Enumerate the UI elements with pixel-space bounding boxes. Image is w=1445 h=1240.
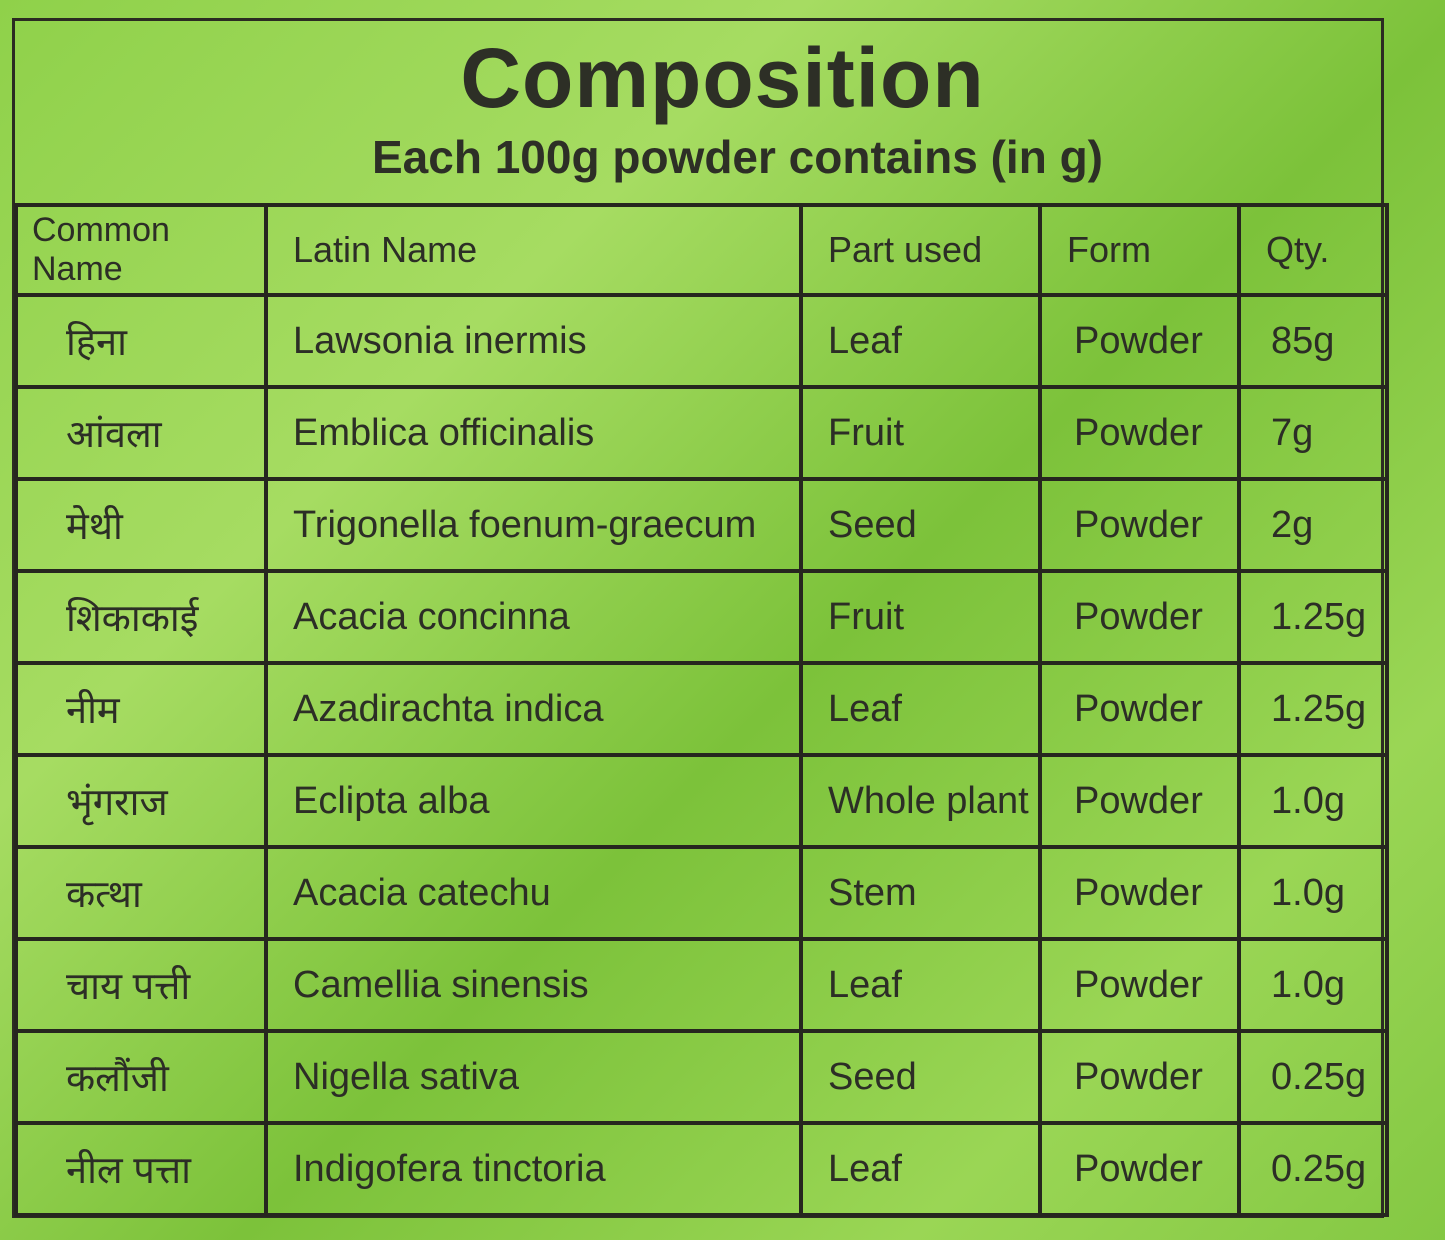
composition-table: Common Name Latin Name Part used Form Qt… [14, 203, 1389, 1217]
cell-part-used: Leaf [799, 293, 1042, 389]
cell-part-used: Whole plant [799, 753, 1042, 849]
cell-form: Powder [1038, 1029, 1241, 1125]
cell-common-name: आंवला [14, 385, 268, 481]
cell-form: Powder [1038, 293, 1241, 389]
cell-qty: 85g [1237, 293, 1389, 389]
cell-common-name: नीम [14, 661, 268, 757]
cell-latin-name: Lawsonia inermis [264, 293, 803, 389]
page-subtitle: Each 100g powder contains (in g) [371, 131, 1103, 183]
cell-form: Powder [1038, 385, 1241, 481]
page-title: Composition [460, 31, 985, 125]
cell-part-used: Fruit [799, 385, 1042, 481]
cell-common-name: कत्था [14, 845, 268, 941]
cell-latin-name: Trigonella foenum-graecum [264, 477, 803, 573]
cell-part-used: Seed [799, 477, 1042, 573]
cell-part-used: Stem [799, 845, 1042, 941]
cell-latin-name: Acacia concinna [264, 569, 803, 665]
table-row: हिना Lawsonia inermis Leaf Powder 85g [14, 293, 1389, 389]
cell-qty: 7g [1237, 385, 1389, 481]
table-row: कलौंजी Nigella sativa Seed Powder 0.25g [14, 1029, 1389, 1125]
header-qty: Qty. [1237, 203, 1389, 297]
cell-form: Powder [1038, 661, 1241, 757]
table-header-row: Common Name Latin Name Part used Form Qt… [14, 203, 1389, 297]
cell-latin-name: Camellia sinensis [264, 937, 803, 1033]
cell-form: Powder [1038, 569, 1241, 665]
cell-form: Powder [1038, 1121, 1241, 1217]
table-row: नीम Azadirachta indica Leaf Powder 1.25g [14, 661, 1389, 757]
table-row: आंवला Emblica officinalis Fruit Powder 7g [14, 385, 1389, 481]
cell-common-name: चाय पत्ती [14, 937, 268, 1033]
table-row: कत्था Acacia catechu Stem Powder 1.0g [14, 845, 1389, 941]
cell-part-used: Leaf [799, 1121, 1042, 1217]
cell-part-used: Leaf [799, 661, 1042, 757]
table-row: भृंगराज Eclipta alba Whole plant Powder 1.0g [14, 753, 1389, 849]
header-part-used: Part used [799, 203, 1042, 297]
cell-latin-name: Acacia catechu [264, 845, 803, 941]
cell-latin-name: Indigofera tinctoria [264, 1121, 803, 1217]
cell-common-name: भृंगराज [14, 753, 268, 849]
cell-common-name: नील पत्ता [14, 1121, 268, 1217]
cell-common-name: शिकाकाई [14, 569, 268, 665]
table-row: नील पत्ता Indigofera tinctoria Leaf Powder 0… [14, 1121, 1389, 1217]
table-row: शिकाकाई Acacia concinna Fruit Powder 1.25g [14, 569, 1389, 665]
cell-latin-name: Nigella sativa [264, 1029, 803, 1125]
cell-common-name: मेथी [14, 477, 268, 573]
cell-qty: 1.0g [1237, 753, 1389, 849]
cell-form: Powder [1038, 753, 1241, 849]
cell-qty: 1.0g [1237, 937, 1389, 1033]
cell-form: Powder [1038, 937, 1241, 1033]
header-form: Form [1038, 203, 1241, 297]
cell-qty: 1.0g [1237, 845, 1389, 941]
header-common-name: Common Name [14, 203, 268, 297]
cell-qty: 0.25g [1237, 1029, 1389, 1125]
cell-latin-name: Emblica officinalis [264, 385, 803, 481]
cell-qty: 2g [1237, 477, 1389, 573]
cell-qty: 0.25g [1237, 1121, 1389, 1217]
table-row: मेथी Trigonella foenum-graecum Seed Powder 2… [14, 477, 1389, 573]
cell-qty: 1.25g [1237, 569, 1389, 665]
cell-form: Powder [1038, 477, 1241, 573]
cell-form: Powder [1038, 845, 1241, 941]
cell-common-name: हिना [14, 293, 268, 389]
header-latin-name: Latin Name [264, 203, 803, 297]
cell-part-used: Fruit [799, 569, 1042, 665]
cell-latin-name: Eclipta alba [264, 753, 803, 849]
cell-common-name: कलौंजी [14, 1029, 268, 1125]
cell-part-used: Seed [799, 1029, 1042, 1125]
table-row: चाय पत्ती Camellia sinensis Leaf Powder 1.0g [14, 937, 1389, 1033]
cell-qty: 1.25g [1237, 661, 1389, 757]
cell-latin-name: Azadirachta indica [264, 661, 803, 757]
cell-part-used: Leaf [799, 937, 1042, 1033]
